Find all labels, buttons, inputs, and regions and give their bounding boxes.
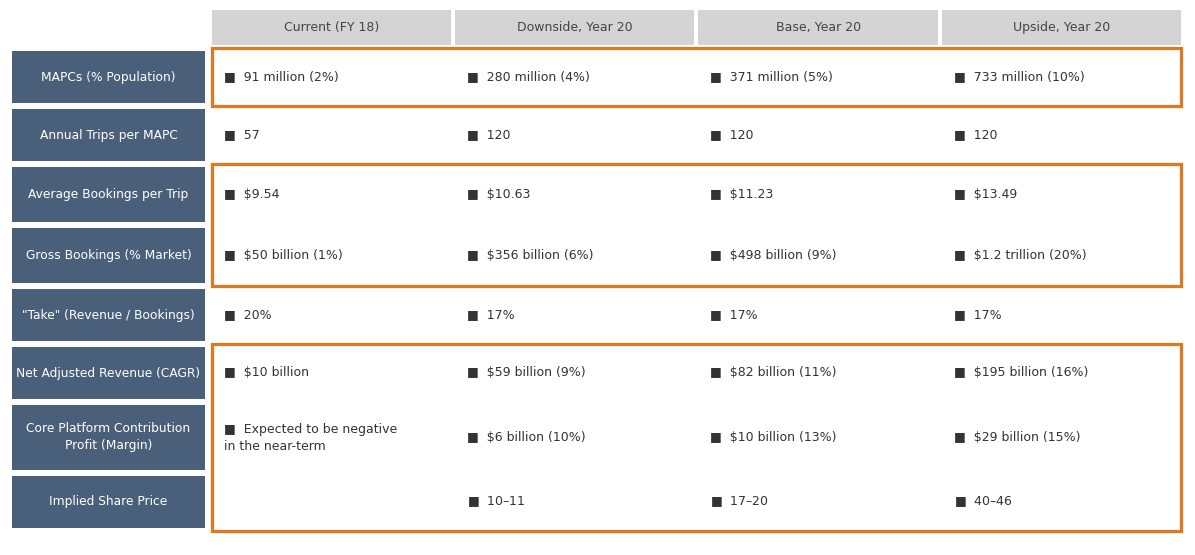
Text: ■  $59 billion (9%): ■ $59 billion (9%) xyxy=(467,366,586,380)
Text: ■  120: ■ 120 xyxy=(954,129,998,142)
Bar xyxy=(212,10,452,45)
Text: ■  $10 – $11: ■ $10 – $11 xyxy=(467,495,526,509)
Text: ■  $195 billion (16%): ■ $195 billion (16%) xyxy=(954,366,1089,380)
Bar xyxy=(12,109,206,161)
Bar xyxy=(212,164,1181,286)
Bar xyxy=(12,476,206,528)
Bar xyxy=(12,405,206,470)
Text: ■  733 million (10%): ■ 733 million (10%) xyxy=(954,70,1085,83)
Text: ■  20%: ■ 20% xyxy=(223,309,271,321)
Text: Implied Share Price: Implied Share Price xyxy=(49,496,167,508)
Bar xyxy=(212,344,1181,531)
Text: ■  $498 billion (9%): ■ $498 billion (9%) xyxy=(711,249,836,262)
Text: Annual Trips per MAPC: Annual Trips per MAPC xyxy=(39,129,177,142)
Text: MAPCs (% Population): MAPCs (% Population) xyxy=(42,70,176,83)
Bar xyxy=(12,51,206,103)
Text: "Take" (Revenue / Bookings): "Take" (Revenue / Bookings) xyxy=(23,309,195,321)
Text: ■  $10.63: ■ $10.63 xyxy=(467,188,531,201)
Text: ■  $13.49: ■ $13.49 xyxy=(954,188,1017,201)
Text: ■  $10 billion (13%): ■ $10 billion (13%) xyxy=(711,431,836,444)
Text: ■  17%: ■ 17% xyxy=(467,309,515,321)
Text: ■  120: ■ 120 xyxy=(711,129,754,142)
Text: Current (FY 18): Current (FY 18) xyxy=(284,21,379,34)
Text: ■  91 million (2%): ■ 91 million (2%) xyxy=(223,70,338,83)
Text: ■  Expected to be negative
in the near-term: ■ Expected to be negative in the near-te… xyxy=(223,422,397,452)
Bar xyxy=(12,347,206,399)
Text: ■  17%: ■ 17% xyxy=(954,309,1001,321)
Text: ■  $17 – $20: ■ $17 – $20 xyxy=(711,495,770,509)
Text: ■  $11.23: ■ $11.23 xyxy=(711,188,773,201)
Text: ■  $10 billion: ■ $10 billion xyxy=(223,366,310,380)
Text: ■  280 million (4%): ■ 280 million (4%) xyxy=(467,70,590,83)
Bar xyxy=(12,228,206,283)
Text: Net Adjusted Revenue (CAGR): Net Adjusted Revenue (CAGR) xyxy=(17,366,201,380)
Text: Base, Year 20: Base, Year 20 xyxy=(776,21,860,34)
Bar xyxy=(699,10,938,45)
Text: Downside, Year 20: Downside, Year 20 xyxy=(517,21,632,34)
Bar xyxy=(942,10,1181,45)
Text: ■  $1.2 trillion (20%): ■ $1.2 trillion (20%) xyxy=(954,249,1086,262)
Text: Average Bookings per Trip: Average Bookings per Trip xyxy=(29,188,189,201)
Text: ■  $6 billion (10%): ■ $6 billion (10%) xyxy=(467,431,586,444)
Text: Gross Bookings (% Market): Gross Bookings (% Market) xyxy=(25,249,191,262)
Text: ■  $82 billion (11%): ■ $82 billion (11%) xyxy=(711,366,836,380)
Text: ■  $50 billion (1%): ■ $50 billion (1%) xyxy=(223,249,343,262)
Text: ■  17%: ■ 17% xyxy=(711,309,758,321)
Text: ■  $40 – $46: ■ $40 – $46 xyxy=(954,495,1012,509)
Text: Upside, Year 20: Upside, Year 20 xyxy=(1012,21,1110,34)
Text: ■  120: ■ 120 xyxy=(467,129,510,142)
Bar xyxy=(12,289,206,341)
Bar xyxy=(212,48,1181,106)
Text: ■  $29 billion (15%): ■ $29 billion (15%) xyxy=(954,431,1080,444)
Bar xyxy=(455,10,694,45)
Text: ■  $9.54: ■ $9.54 xyxy=(223,188,280,201)
Text: ■  $356 billion (6%): ■ $356 billion (6%) xyxy=(467,249,594,262)
Text: ■  371 million (5%): ■ 371 million (5%) xyxy=(711,70,833,83)
Text: Core Platform Contribution
Profit (Margin): Core Platform Contribution Profit (Margi… xyxy=(26,422,190,452)
Bar xyxy=(12,167,206,222)
Text: ■  57: ■ 57 xyxy=(223,129,259,142)
